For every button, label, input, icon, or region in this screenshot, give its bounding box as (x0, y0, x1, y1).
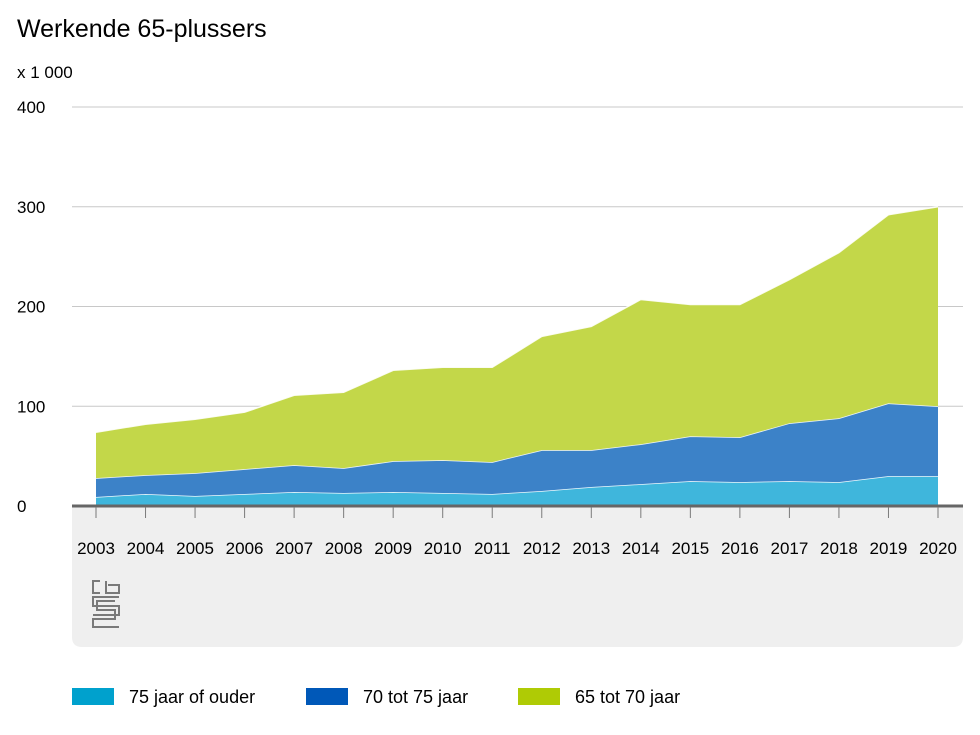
legend-swatch (518, 688, 560, 705)
y-tick-label: 200 (17, 298, 45, 317)
x-tick-label: 2017 (770, 539, 808, 558)
legend-label: 70 tot 75 jaar (363, 687, 468, 707)
x-tick-label: 2007 (275, 539, 313, 558)
area-75-jaar-of-ouder (96, 476, 938, 506)
x-tick-label: 2003 (77, 539, 115, 558)
legend-label: 75 jaar of ouder (129, 687, 255, 707)
area-series (72, 206, 963, 508)
chart-title: Werkende 65-plussers (17, 15, 267, 43)
y-tick-label: 100 (17, 397, 45, 416)
legend-label: 65 tot 70 jaar (575, 687, 680, 707)
x-tick-label: 2004 (127, 539, 165, 558)
y-tick-labels: 0 100 200 300 400 (17, 98, 45, 516)
x-tick-label: 2020 (919, 539, 957, 558)
x-tick-label: 2011 (474, 539, 511, 558)
legend: 75 jaar of ouder 70 tot 75 jaar 65 tot 70 … (72, 687, 680, 707)
x-tick-labels: 2003 2004 2005 2006 2007 2008 2009 2010 2011 2012… (77, 507, 957, 558)
x-axis-panel (72, 506, 963, 647)
x-tick-label: 2018 (820, 539, 858, 558)
x-tick-label: 2012 (523, 539, 561, 558)
y-tick-label: 400 (17, 98, 45, 117)
cbs-logo (92, 580, 120, 628)
x-tick-label: 2019 (870, 539, 908, 558)
area-70-tot-75-jaar (96, 403, 938, 497)
y-unit-label: x 1 000 (17, 63, 73, 82)
x-tick-label: 2015 (671, 539, 709, 558)
x-tick-label: 2010 (424, 539, 462, 558)
area-65-tot-70-jaar (96, 206, 938, 479)
y-tick-label: 0 (17, 497, 26, 516)
x-tick-label: 2005 (176, 539, 214, 558)
legend-swatch (72, 688, 114, 705)
x-tick-label: 2008 (325, 539, 363, 558)
x-tick-label: 2016 (721, 539, 759, 558)
x-tick-label: 2009 (374, 539, 412, 558)
y-tick-label: 300 (17, 198, 45, 217)
x-tick-label: 2013 (572, 539, 610, 558)
x-tick-label: 2014 (622, 539, 660, 558)
x-tick-label: 2006 (226, 539, 264, 558)
area-edge (95, 206, 939, 433)
legend-swatch (306, 688, 348, 705)
